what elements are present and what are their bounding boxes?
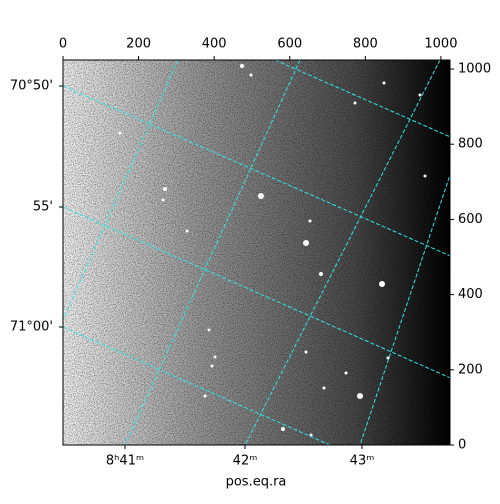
- x-axis-label: pos.eq.ra: [226, 475, 287, 490]
- dec-tick-label: 55': [33, 200, 53, 215]
- coordinate-grid: [63, 60, 450, 445]
- y-tick-label: 1000: [458, 62, 491, 77]
- dec-tick-label: 70°50': [10, 79, 53, 94]
- y-tick-label: 600: [458, 212, 483, 227]
- x-tick-label: 400: [202, 37, 227, 52]
- ra-tick-label: 43ᵐ: [350, 454, 375, 469]
- ra-tick-label: 42ᵐ: [233, 454, 258, 469]
- x-tick-label: 600: [277, 37, 302, 52]
- y-tick-label: 200: [458, 362, 483, 377]
- y-tick-label: 800: [458, 137, 483, 152]
- x-tick-label: 200: [126, 37, 151, 52]
- stars: [118, 64, 427, 437]
- ra-tick-label: 8ʰ41ᵐ: [106, 454, 144, 469]
- x-tick-label: 1000: [424, 37, 457, 52]
- sky-image: [63, 60, 450, 445]
- plot-frame: [62, 59, 451, 446]
- x-tick-label: 800: [353, 37, 378, 52]
- dec-tick-label: 71°00': [10, 320, 53, 335]
- x-tick-label: 0: [59, 37, 67, 52]
- y-tick-label: 0: [458, 438, 466, 453]
- y-tick-label: 400: [458, 287, 483, 302]
